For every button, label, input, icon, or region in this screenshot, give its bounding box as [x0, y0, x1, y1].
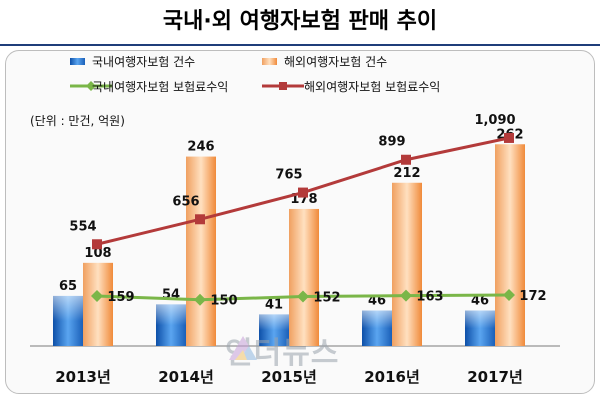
- point-domestic-premium: [194, 293, 206, 306]
- legend-swatch-overseas-count: [262, 58, 277, 65]
- title-underline: [0, 44, 600, 46]
- label-overseas-count: 246: [187, 140, 214, 155]
- point-domestic-premium: [91, 290, 103, 302]
- point-domestic-premium: [400, 289, 412, 302]
- legend-label-overseas-count: 해외여행자보험 건수: [284, 54, 387, 69]
- label-overseas-count: 212: [393, 166, 420, 181]
- label-domestic-count: 46: [471, 294, 489, 309]
- bar-overseas-count: [495, 144, 525, 346]
- point-domestic-premium: [297, 290, 309, 303]
- bar-domestic-count-sheen: [156, 304, 186, 346]
- point-overseas-premium: [504, 132, 514, 143]
- label-overseas-premium: 1,090: [474, 113, 515, 128]
- point-overseas-premium: [401, 154, 411, 165]
- label-domestic-premium: 172: [519, 289, 546, 304]
- x-tick-label: 2014년: [158, 368, 214, 386]
- bar-overseas-count: [392, 182, 422, 346]
- legend-swatch-domestic-count: [70, 58, 85, 65]
- label-overseas-count: 178: [290, 192, 317, 207]
- legend-label-domestic-count: 국내여행자보험 건수: [92, 54, 195, 69]
- bar-overseas-count: [83, 262, 113, 346]
- legend-label-overseas-premium: 해외여행자보험 보험료수익: [304, 79, 440, 94]
- point-overseas-premium: [92, 239, 102, 250]
- unit-note: (단위 : 만건, 억원): [30, 114, 125, 128]
- legend-marker-overseas-premium: [279, 82, 287, 90]
- label-overseas-premium: 899: [378, 135, 405, 150]
- bar-domestic-count-sheen: [465, 310, 495, 346]
- x-tick-label: 2015년: [261, 368, 317, 386]
- x-tick-label: 2017년: [467, 368, 523, 386]
- label-domestic-premium: 150: [210, 294, 237, 309]
- point-overseas-premium: [298, 187, 308, 198]
- watermark: 인더뉴스: [225, 330, 339, 371]
- bar-domestic-count-sheen: [259, 314, 289, 346]
- bar-domestic-count-sheen: [362, 310, 392, 346]
- watermark-logo-icon: [229, 336, 257, 360]
- label-domestic-premium: 159: [107, 290, 134, 305]
- x-tick-label: 2013년: [55, 368, 111, 386]
- bar-domestic-count-sheen: [53, 295, 83, 346]
- point-domestic-premium: [503, 288, 515, 301]
- label-overseas-premium: 554: [69, 219, 96, 234]
- bar-overseas-count: [186, 156, 216, 346]
- label-domestic-count: 65: [59, 279, 77, 294]
- point-overseas-premium: [195, 214, 205, 225]
- chart-title: 국내·외 여행자보험 판매 추이: [162, 9, 438, 34]
- label-overseas-count: 108: [84, 246, 111, 261]
- label-overseas-premium: 656: [172, 194, 199, 209]
- label-domestic-count: 41: [265, 297, 283, 312]
- legend-label-domestic-premium: 국내여행자보험 보험료수익: [92, 79, 228, 94]
- plot-area: 651082013년542462014년411782015년462122016년…: [30, 113, 560, 386]
- legend-marker-domestic-premium: [86, 81, 96, 91]
- label-overseas-premium: 765: [275, 168, 302, 183]
- legend: 국내여행자보험 건수 해외여행자보험 건수 국내여행자보험 보험료수익 해외여행…: [70, 54, 440, 94]
- x-tick-label: 2016년: [364, 368, 420, 386]
- label-domestic-premium: 163: [416, 290, 443, 305]
- bar-overseas-count: [289, 208, 319, 346]
- label-domestic-premium: 152: [313, 291, 340, 306]
